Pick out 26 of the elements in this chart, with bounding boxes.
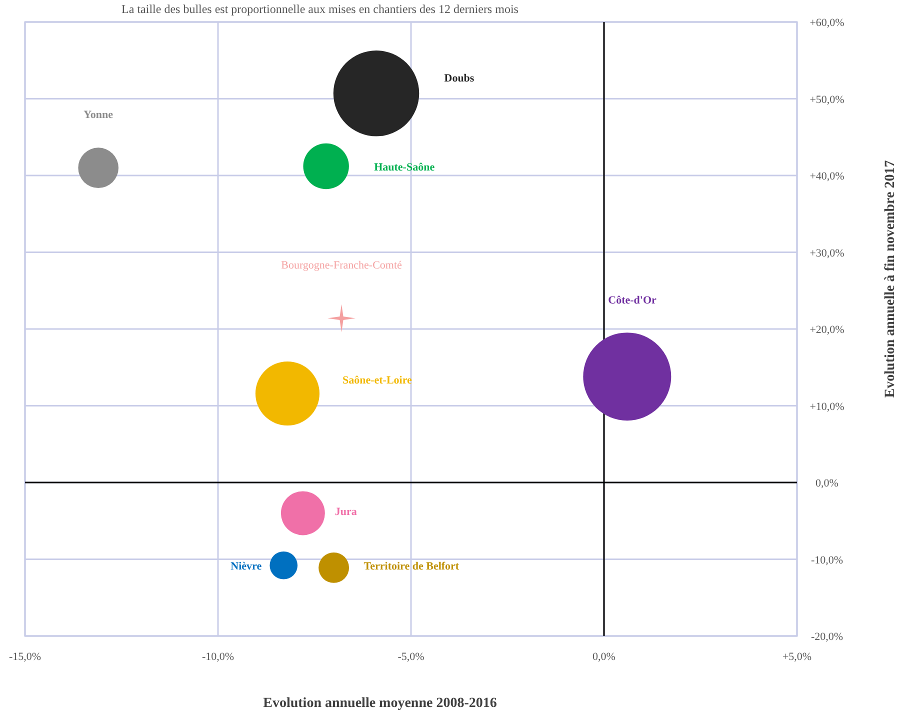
y-tick-label: -20,0% bbox=[810, 631, 844, 643]
x-tick-label: -5,0% bbox=[398, 651, 424, 663]
y-tick-label: +20,0% bbox=[810, 324, 844, 336]
text: Doubs bbox=[444, 72, 475, 84]
x-tick-label: -15,0% bbox=[8, 651, 42, 663]
y-axis-title: Evolution annuelle à fin novembre 2017 bbox=[883, 160, 898, 398]
text: Bourgogne-Franche-Comté bbox=[281, 259, 402, 272]
text: Saône-et-Loire bbox=[342, 374, 412, 386]
series-label: Territoire de Belfort bbox=[364, 560, 460, 573]
x-axis-title: Evolution annuelle moyenne 2008-2016 bbox=[263, 696, 497, 711]
y-tick-label: +10,0% bbox=[810, 400, 844, 413]
y-tick-label: +60,0% bbox=[810, 17, 844, 29]
x-tick-label: -10,0% bbox=[202, 651, 234, 663]
y-tick-label: +30,0% bbox=[810, 247, 844, 260]
text: Yonne bbox=[84, 108, 114, 121]
text: Haute-Saône bbox=[374, 161, 435, 174]
x-tick-label: +5,0% bbox=[782, 651, 812, 663]
series-label: Jura bbox=[334, 506, 358, 518]
text: Côte-d'Or bbox=[608, 294, 657, 307]
series-label: Nièvre bbox=[230, 560, 262, 572]
y-tick-label: +50,0% bbox=[810, 94, 844, 106]
y-tick-label: +40,0% bbox=[810, 170, 844, 182]
y-tick-label: -10,0% bbox=[810, 554, 844, 566]
x-tick-label: 0,0% bbox=[592, 651, 616, 663]
y-tick-label: 0,0% bbox=[816, 478, 838, 490]
chart-title: La taille des bulles est proportionnelle aux mises en chantiers des 12 derniers mois bbox=[122, 2, 519, 16]
